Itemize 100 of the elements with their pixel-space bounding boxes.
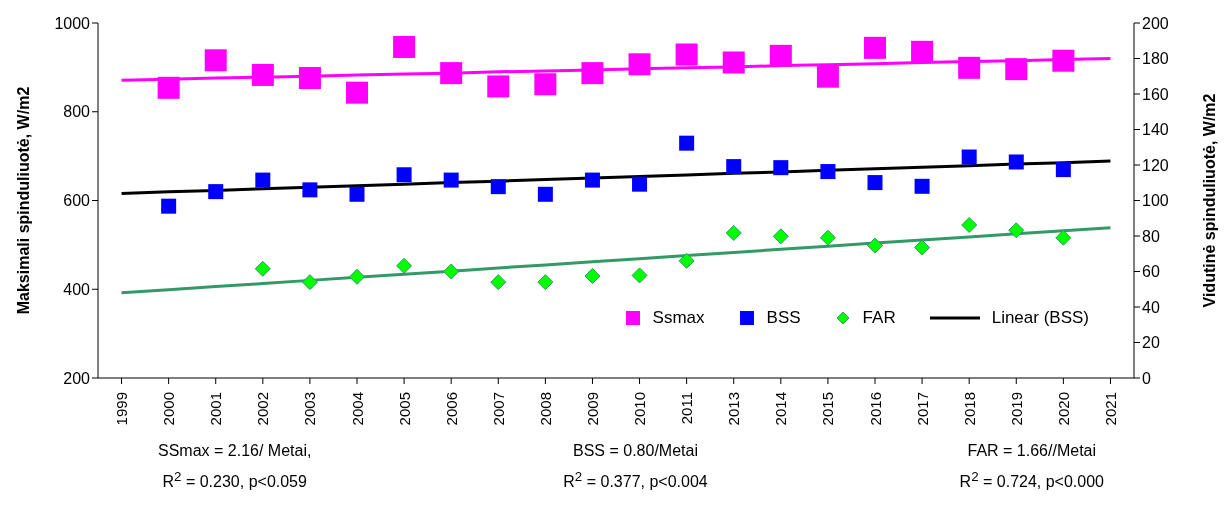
x-tick-label: 2011 [678,392,696,425]
point [1055,229,1072,246]
legend-label: FAR [862,308,896,328]
point [1055,162,1071,178]
point [204,49,227,72]
x-tick-label: 2005 [395,392,413,426]
point [443,172,459,188]
x-tick-label: 1999 [113,392,131,426]
x-tick-label: 2015 [819,392,837,426]
x-tick-label: 2004 [348,392,366,426]
point [396,167,412,183]
point [958,56,981,79]
y2-tick-label: 20 [1142,334,1160,352]
point [349,186,365,202]
x-tick-label: 2014 [772,392,790,426]
point [819,229,836,246]
y-tick-label: 800 [63,103,91,121]
point [675,43,698,66]
y-tick-label: 200 [63,369,91,387]
legend-label: Linear (BSS) [991,308,1089,328]
y2-tick-label: 0 [1142,369,1151,387]
point [722,51,745,74]
point [631,267,648,284]
point [628,53,651,76]
text: R$^{2}$ = 0.724, p<0.000 [959,468,1104,493]
point [396,257,413,274]
text: BSS = 0.80/Metai [572,441,699,461]
y2-tick-label: 180 [1142,50,1169,68]
point [1008,154,1024,170]
y2-tick-label: 100 [1142,192,1169,210]
point [157,76,180,99]
point [1008,222,1025,239]
point [537,274,554,291]
point [816,65,839,88]
point [487,75,510,98]
point [867,175,883,191]
point [346,81,368,104]
point [769,44,792,67]
point [393,35,416,58]
point [302,182,318,198]
x-tick-label: 2001 [207,392,225,426]
point [914,178,930,194]
point [301,274,318,291]
point [254,260,271,277]
y-tick-label: 1000 [54,14,91,32]
y2-tick-label: 60 [1142,263,1160,281]
point [208,184,224,200]
x-tick-label: 2008 [536,392,554,426]
point [726,159,742,175]
y2-tick-label: 80 [1142,227,1160,245]
point [961,149,977,165]
x-tick-label: 2002 [254,392,272,426]
x-tick-label: 2017 [913,392,931,426]
point [255,172,271,188]
y2-tick-label: 140 [1142,121,1169,139]
x-tick-label: 2016 [866,392,884,426]
point [632,176,648,192]
y2-tick-label: 200 [1142,14,1169,32]
x-tick-label: 2019 [1007,392,1025,426]
text: SSmax = 2.16/ Metai, [158,441,312,461]
point [725,224,742,241]
x-tick-label: 2003 [301,392,319,426]
point [490,274,507,291]
point [678,252,695,269]
point [1005,58,1028,81]
point [864,36,886,59]
x-tick-label: 2018 [960,392,978,426]
point [584,172,600,188]
point [490,179,506,195]
text: R$^{2}$ = 0.230, p<0.059 [161,468,308,493]
point [584,267,601,284]
point [440,62,463,85]
legend-label: BSS [766,308,801,328]
point [443,263,460,280]
point [298,67,321,90]
point [534,73,557,96]
point [537,186,553,202]
x-tick-label: 2006 [442,392,460,426]
y2-tick-label: 120 [1142,156,1169,174]
x-tick-label: 2009 [583,392,601,426]
x-tick-label: 2007 [489,392,507,426]
y-tick-label: 600 [63,192,91,210]
point [349,268,365,285]
point [773,160,789,176]
point [911,40,934,63]
y2-tick-label: 160 [1142,85,1169,103]
y-axis-title: Maksimali spinduliuotė, W/m2 [14,86,32,315]
x-tick-label: 2021 [1101,392,1119,426]
x-tick-label: 2010 [631,392,649,426]
point [679,135,695,151]
point [772,228,789,245]
point [961,216,978,233]
x-tick-label: 2000 [160,392,178,426]
point [820,164,836,180]
y-tick-label: 400 [63,280,91,298]
point [867,237,883,254]
point [581,62,604,85]
point [914,239,931,256]
point [251,63,274,86]
x-tick-label: 2020 [1054,392,1072,426]
